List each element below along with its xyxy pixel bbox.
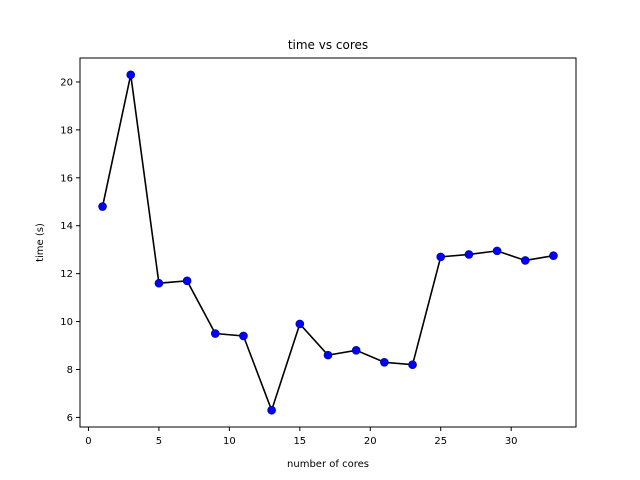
y-tick-label: 14 [60,221,73,232]
data-point [380,358,389,367]
x-axis-label: number of cores [287,459,369,470]
data-point [154,278,164,288]
x-tick-label: 25 [434,436,447,447]
data-point [408,360,417,370]
data-point [323,350,333,360]
x-tick-label: 20 [364,436,377,447]
data-point [267,405,276,415]
data-point [295,319,305,329]
y-tick-label: 12 [60,269,73,280]
axis-ticks: 0 5 10 15 20 25 30 6 8 10 12 14 16 18 20 [60,77,517,447]
x-tick-label: 30 [505,436,518,447]
data-point [549,251,558,260]
data-point [98,202,107,211]
y-tick-label: 6 [67,413,73,424]
y-tick-label: 16 [60,173,73,184]
data-point [239,331,248,341]
y-tick-label: 10 [60,317,73,328]
x-tick-label: 15 [293,436,306,447]
x-tick-label: 10 [223,436,236,447]
x-tick-label: 5 [156,436,162,447]
data-point [182,276,192,286]
chart-title: time vs cores [288,38,368,52]
data-point [464,250,474,259]
y-tick-label: 8 [67,365,73,376]
data-point [492,246,502,256]
data-point [520,256,530,265]
y-tick-label: 20 [60,77,73,88]
plot-frame [79,57,577,428]
data-point [436,252,446,262]
y-axis-label: time (s) [35,223,46,262]
data-point [351,346,361,355]
series-time [98,70,558,415]
data-point [126,70,136,80]
y-tick-label: 18 [60,125,73,136]
x-tick-label: 0 [85,436,91,447]
data-point [210,329,220,338]
